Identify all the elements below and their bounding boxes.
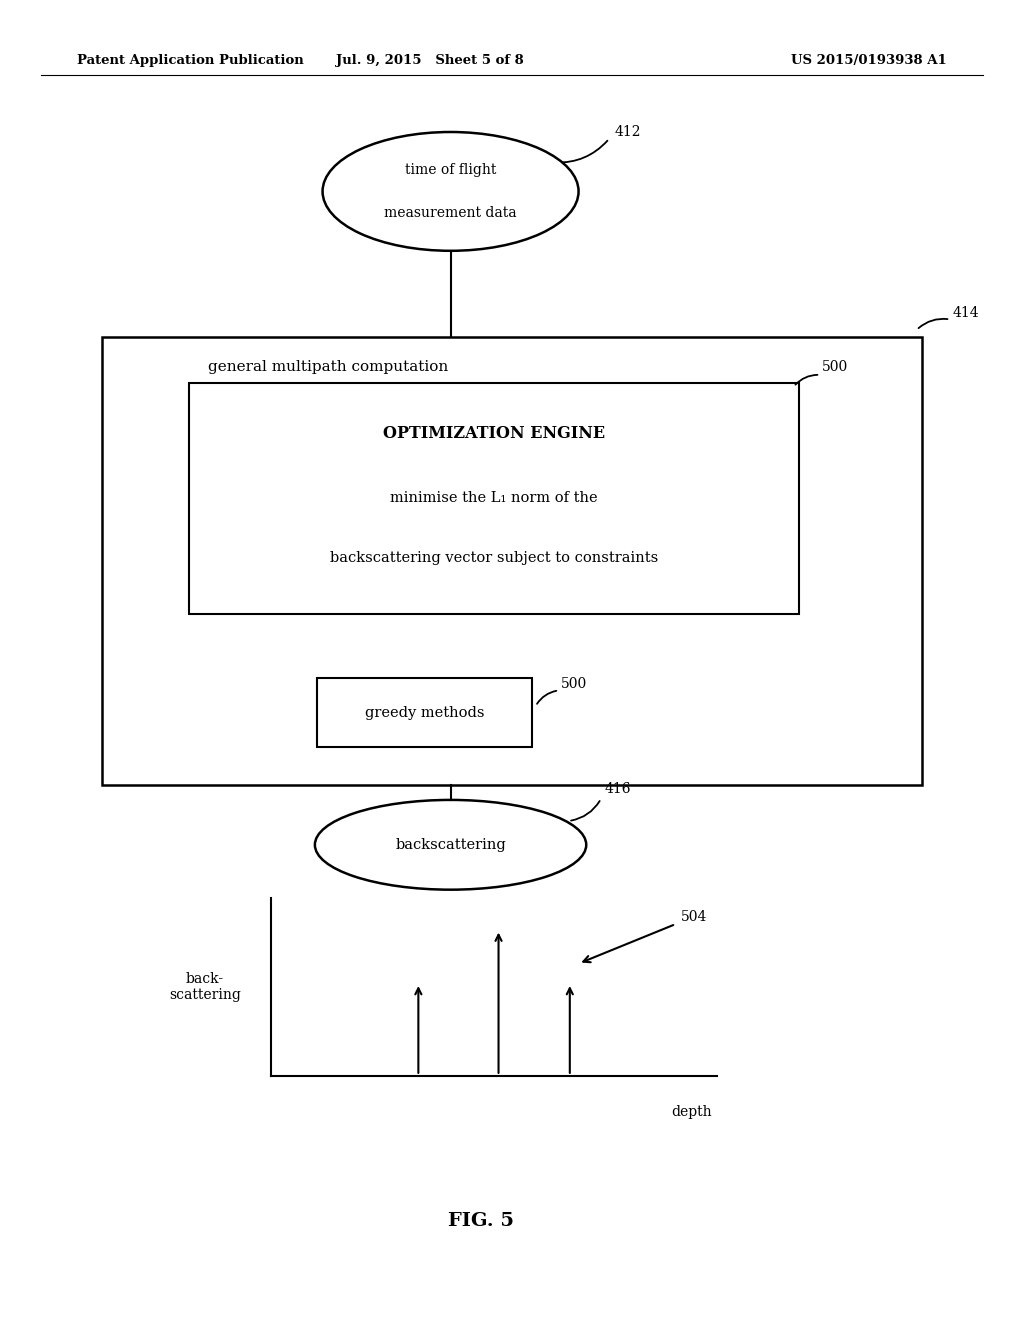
Text: 504: 504 xyxy=(681,911,708,924)
Text: US 2015/0193938 A1: US 2015/0193938 A1 xyxy=(792,54,947,67)
Text: depth: depth xyxy=(671,1105,712,1119)
Text: 500: 500 xyxy=(822,360,849,374)
FancyBboxPatch shape xyxy=(189,383,799,614)
FancyBboxPatch shape xyxy=(317,678,532,747)
Text: greedy methods: greedy methods xyxy=(366,706,484,719)
Text: back-
scattering: back- scattering xyxy=(169,972,241,1002)
Text: FIG. 5: FIG. 5 xyxy=(449,1212,514,1230)
Text: 412: 412 xyxy=(614,125,641,139)
Text: 414: 414 xyxy=(952,306,979,319)
Text: 416: 416 xyxy=(604,783,631,796)
Text: backscattering: backscattering xyxy=(395,838,506,851)
Text: Jul. 9, 2015   Sheet 5 of 8: Jul. 9, 2015 Sheet 5 of 8 xyxy=(336,54,524,67)
Ellipse shape xyxy=(323,132,579,251)
Ellipse shape xyxy=(315,800,586,890)
Text: Patent Application Publication: Patent Application Publication xyxy=(77,54,303,67)
Text: 500: 500 xyxy=(561,677,588,690)
Text: minimise the L₁ norm of the: minimise the L₁ norm of the xyxy=(390,491,598,506)
Text: measurement data: measurement data xyxy=(384,206,517,219)
Text: general multipath computation: general multipath computation xyxy=(208,360,447,375)
Text: backscattering vector subject to constraints: backscattering vector subject to constra… xyxy=(330,552,658,565)
Text: OPTIMIZATION ENGINE: OPTIMIZATION ENGINE xyxy=(383,425,605,442)
Text: time of flight: time of flight xyxy=(404,164,497,177)
FancyBboxPatch shape xyxy=(102,337,922,785)
